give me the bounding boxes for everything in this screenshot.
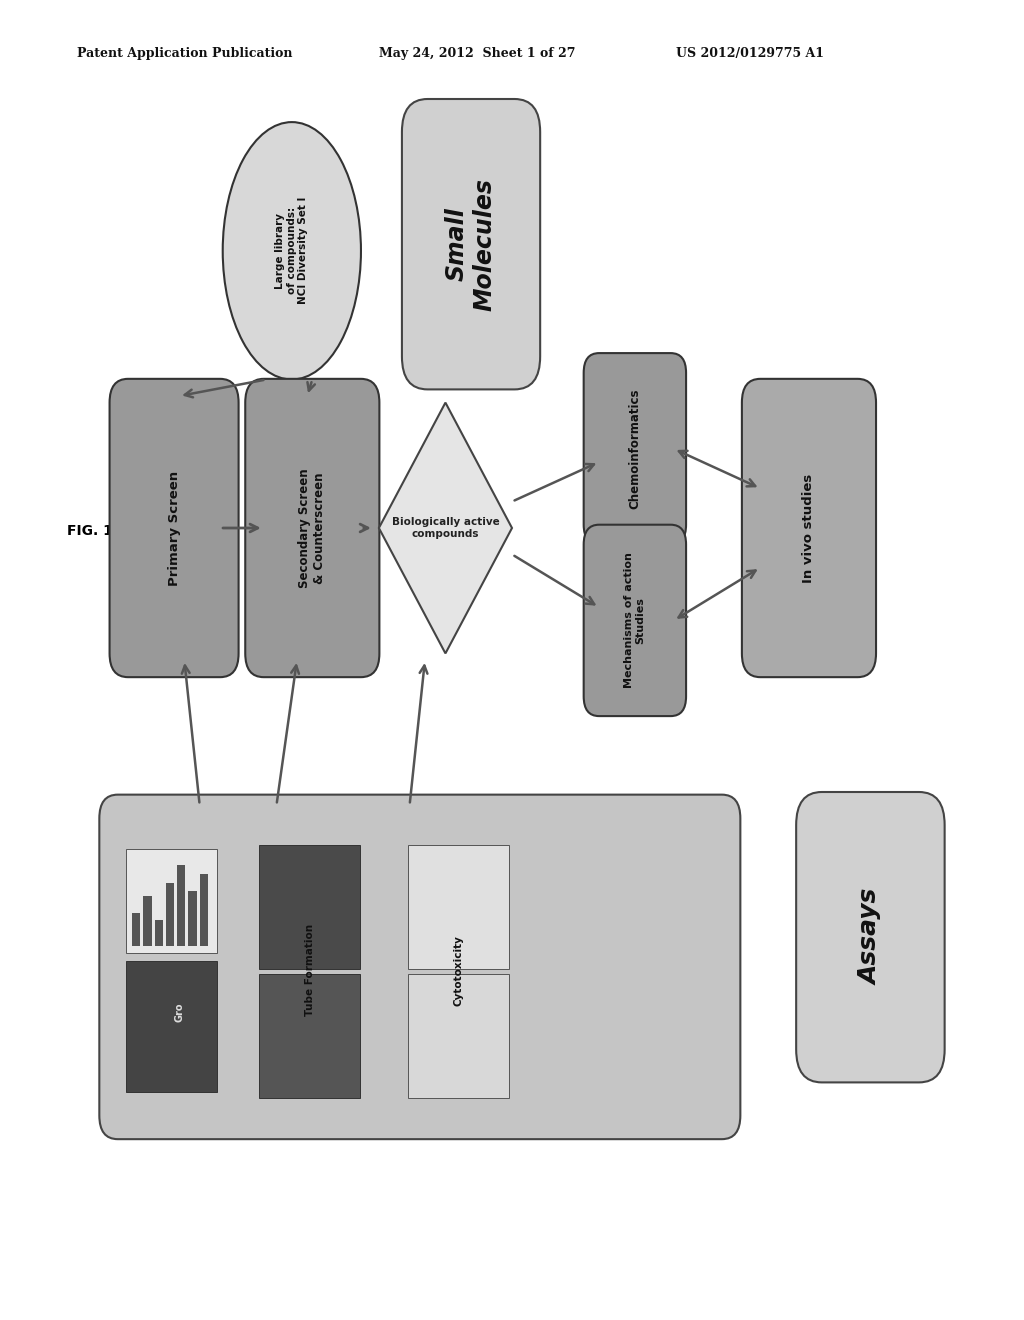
- FancyBboxPatch shape: [401, 99, 541, 389]
- Text: Primary Screen: Primary Screen: [168, 470, 180, 586]
- FancyBboxPatch shape: [110, 379, 239, 677]
- Text: Biologically active
compounds: Biologically active compounds: [391, 517, 500, 539]
- Text: Chemoinformatics: Chemoinformatics: [629, 388, 641, 510]
- FancyBboxPatch shape: [584, 524, 686, 715]
- Text: FIG. 1: FIG. 1: [67, 524, 113, 537]
- Text: Assays: Assays: [858, 888, 883, 986]
- FancyBboxPatch shape: [408, 974, 509, 1098]
- FancyBboxPatch shape: [408, 845, 509, 969]
- Text: Tube Formation: Tube Formation: [305, 924, 315, 1016]
- Ellipse shape: [222, 121, 360, 380]
- Text: Small
Molecules: Small Molecules: [445, 178, 497, 310]
- Text: US 2012/0129775 A1: US 2012/0129775 A1: [676, 46, 824, 59]
- FancyBboxPatch shape: [259, 845, 360, 969]
- FancyBboxPatch shape: [584, 352, 686, 544]
- Text: May 24, 2012  Sheet 1 of 27: May 24, 2012 Sheet 1 of 27: [379, 46, 575, 59]
- FancyBboxPatch shape: [246, 379, 380, 677]
- Text: In vivo studies: In vivo studies: [803, 474, 815, 582]
- FancyBboxPatch shape: [741, 379, 877, 677]
- FancyBboxPatch shape: [126, 849, 217, 953]
- Bar: [188, 891, 197, 946]
- FancyBboxPatch shape: [259, 974, 360, 1098]
- FancyBboxPatch shape: [797, 792, 944, 1082]
- Text: Patent Application Publication: Patent Application Publication: [77, 46, 292, 59]
- FancyBboxPatch shape: [99, 795, 740, 1139]
- Bar: [155, 920, 163, 946]
- Text: Secondary Screen
& Counterscreen: Secondary Screen & Counterscreen: [298, 469, 327, 587]
- Bar: [166, 883, 174, 946]
- Text: Mechanisms of action
Studies: Mechanisms of action Studies: [624, 553, 646, 688]
- Text: Large library
of compounds:
NCI Diversity Set I: Large library of compounds: NCI Diversit…: [275, 197, 308, 305]
- Text: Gro: Gro: [174, 1003, 184, 1022]
- Bar: [177, 865, 185, 946]
- FancyBboxPatch shape: [126, 961, 217, 1092]
- Bar: [143, 896, 152, 946]
- Bar: [200, 874, 208, 946]
- Polygon shape: [379, 403, 512, 653]
- Bar: [132, 913, 140, 946]
- Text: Cytotoxicity: Cytotoxicity: [454, 935, 464, 1006]
